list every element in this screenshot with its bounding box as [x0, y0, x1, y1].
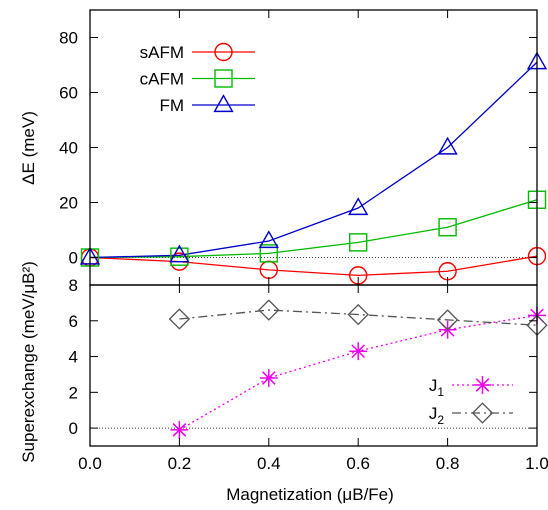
- data-point-J1: [259, 369, 278, 387]
- y-tick-label: 0: [69, 419, 78, 438]
- legend-marker-J1: [473, 376, 492, 394]
- legend-marker-J1-stroke: [475, 378, 490, 392]
- series-line-cAFM: [89, 199, 538, 259]
- bottom-panel-y-axis-label: Superexchange (meV/μB²): [19, 261, 38, 463]
- data-point-J1: [349, 342, 368, 361]
- y-tick-label: 60: [59, 84, 78, 103]
- data-point-J2: [258, 299, 280, 321]
- y-tick-label: 6: [69, 312, 78, 331]
- x-tick-label: 1.0: [525, 454, 548, 473]
- data-point-FM: [169, 244, 190, 263]
- y-tick-label: 0: [69, 249, 78, 268]
- legend-marker-J2: [471, 402, 494, 424]
- y-tick-label: 4: [69, 348, 78, 367]
- tick-labels: 0 20 40 60 80 0 2 4 6 8 0.0 0.2 0.4 0.6 0.8 1.0: [59, 29, 548, 474]
- data-point-J2: [168, 308, 191, 330]
- data-point-J2: [436, 309, 459, 331]
- y-tick-label: 80: [59, 29, 78, 48]
- y-tick-label: 2: [69, 383, 78, 402]
- data-point-FM: [258, 230, 279, 249]
- series-lines: [89, 61, 538, 431]
- series-line-J1: [179, 314, 538, 431]
- data-point-J1-stroke: [172, 423, 187, 437]
- top-panel-y-axis-label: ΔE (meV): [19, 111, 38, 185]
- data-point-FM: [437, 136, 458, 155]
- data-point-cAFM: [259, 244, 278, 263]
- data-point-FM: [348, 197, 369, 216]
- data-point-J1-stroke: [261, 371, 276, 385]
- x-tick-label: 0.4: [257, 454, 281, 473]
- data-point-J1-stroke: [351, 344, 366, 359]
- legend-label-J1: J1: [429, 376, 445, 399]
- series-line-J2: [179, 309, 538, 326]
- y-tick-label: 20: [59, 194, 78, 213]
- series-line-FM: [89, 61, 538, 259]
- tick-marks: [89, 10, 538, 446]
- x-tick-label: 0.0: [78, 454, 102, 473]
- data-point-J1: [170, 420, 189, 439]
- y-tick-label: 8: [69, 276, 78, 295]
- plot-frame-panel-2: [89, 284, 538, 447]
- legend-label-sAFM: sAFM: [140, 43, 184, 62]
- x-tick-label: 0.2: [168, 454, 192, 473]
- legend-marker-FM: [213, 94, 234, 113]
- x-axis-label: Magnetization (μB/Fe): [226, 485, 394, 504]
- data-point-J2: [347, 303, 369, 326]
- zero-lines: [90, 257, 537, 429]
- legend-marker-sAFM: [214, 42, 233, 62]
- legend-panel-1: sAFM cAFM FM: [140, 42, 255, 115]
- legend-label-J2: J2: [429, 404, 445, 427]
- x-tick-label: 0.6: [346, 454, 370, 473]
- y-tick-label: 40: [59, 139, 78, 158]
- x-tick-label: 0.8: [436, 454, 460, 473]
- data-point-cAFM: [438, 218, 457, 237]
- legend-marker-cAFM: [214, 69, 233, 88]
- series-line-sAFM: [89, 255, 538, 277]
- data-point-cAFM: [349, 233, 368, 252]
- data-point-cAFM: [170, 247, 189, 266]
- series-markers: [79, 51, 548, 439]
- legend-label-FM: FM: [159, 96, 184, 115]
- legend-label-cAFM: cAFM: [140, 70, 184, 89]
